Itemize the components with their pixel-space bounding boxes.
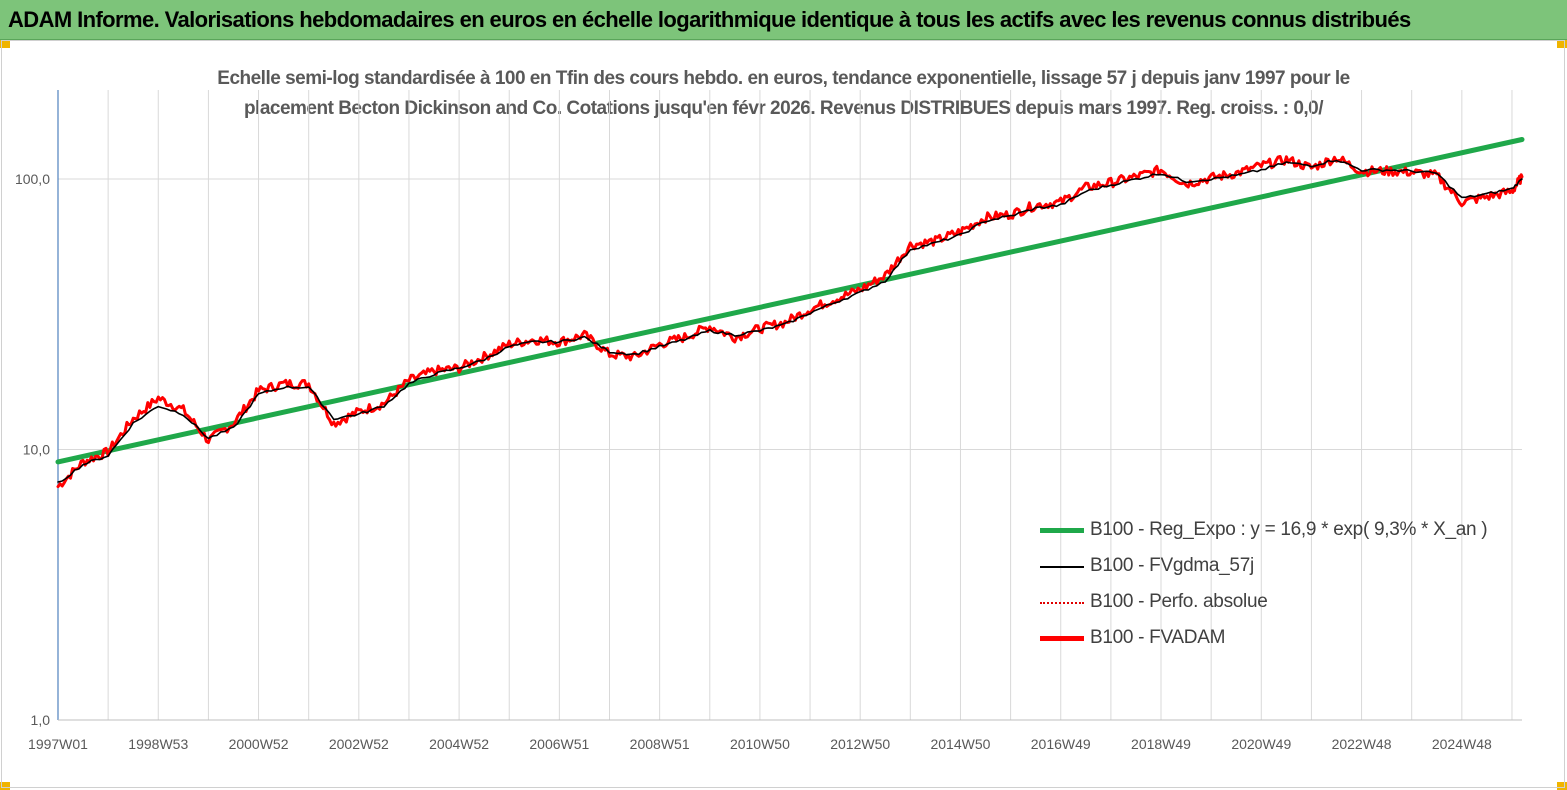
x-tick-label: 2010W50 — [730, 736, 790, 752]
series-fvgdma-line — [57, 159, 1523, 483]
y-tick-label: 1,0 — [31, 712, 51, 728]
corner-marker-bottom-right — [1557, 782, 1567, 790]
legend-label-fvadam: B100 - FVADAM — [1090, 627, 1226, 648]
x-tick-label: 2006W51 — [529, 736, 589, 752]
y-tick-labels: 100,0 10,0 1,0 — [15, 171, 50, 728]
x-tick-label: 2002W52 — [329, 736, 389, 752]
x-tick-label: 2004W52 — [429, 736, 489, 752]
grid-lines — [58, 90, 1522, 721]
x-tick-label: 2018W49 — [1131, 736, 1191, 752]
series-lines — [55, 137, 1525, 489]
chart-frame — [1, 40, 1565, 788]
series-fvadam-line — [56, 155, 1524, 489]
axes — [57, 90, 1522, 721]
x-tick-label: 1998W53 — [128, 736, 188, 752]
y-tick-label: 10,0 — [23, 442, 50, 458]
x-tick-label: 2022W48 — [1332, 736, 1392, 752]
banner-title: ADAM Informe. Valorisations hebdomadaire… — [8, 7, 1411, 32]
chart-title-line-2: placement Becton Dickinson and Co. Cotat… — [243, 98, 1324, 119]
chart-title-line-1: Echelle semi-log standardisée à 100 en T… — [217, 68, 1350, 89]
legend-swatch-regression — [1040, 528, 1084, 533]
x-tick-label: 1997W01 — [28, 736, 88, 752]
x-tick-label: 2014W50 — [930, 736, 990, 752]
x-tick-label: 2024W48 — [1432, 736, 1492, 752]
series-regression-line — [55, 137, 1525, 465]
corner-marker-top-left — [0, 40, 10, 48]
x-tick-label: 2020W49 — [1231, 736, 1291, 752]
x-tick-label: 2000W52 — [229, 736, 289, 752]
x-tick-label: 2012W50 — [830, 736, 890, 752]
legend-label-perfo: B100 - Perfo. absolue — [1090, 591, 1268, 612]
legend-label-regression: B100 - Reg_Expo : y = 16,9 * exp( 9,3% *… — [1090, 519, 1488, 540]
y-tick-label: 100,0 — [15, 171, 50, 187]
x-tick-label: 2016W49 — [1031, 736, 1091, 752]
x-tick-labels: 1997W01 1998W53 2000W52 2002W52 2004W52 2006W… — [28, 736, 1492, 752]
x-tick-label: 2008W51 — [630, 736, 690, 752]
corner-marker-bottom-left — [0, 782, 10, 790]
legend-label-fvgdma: B100 - FVgdma_57j — [1090, 555, 1254, 576]
legend-swatch-perfo — [1040, 602, 1084, 604]
corner-marker-top-right — [1557, 40, 1567, 48]
title-banner: ADAM Informe. Valorisations hebdomadaire… — [0, 0, 1567, 40]
legend-swatch-fvgdma — [1040, 566, 1084, 568]
legend-swatch-fvadam — [1040, 636, 1084, 641]
